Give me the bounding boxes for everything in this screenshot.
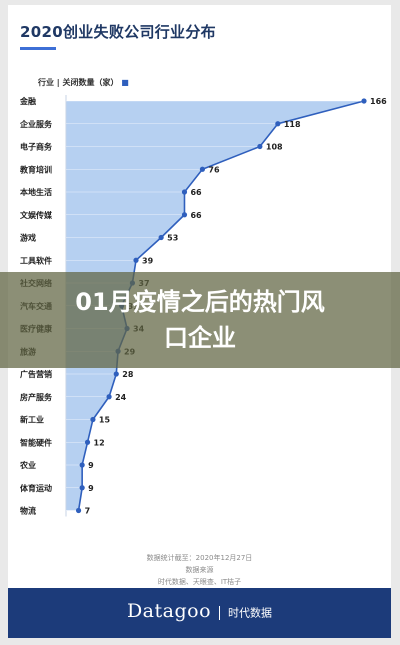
data-point <box>84 439 91 445</box>
category-label: 智能硬件 <box>20 437 52 447</box>
data-label: 166 <box>370 97 387 106</box>
data-point <box>257 143 263 150</box>
legend-marker: ■ <box>121 78 129 87</box>
area-fill <box>66 101 364 511</box>
data-point <box>90 416 96 423</box>
category-label: 新工业 <box>20 415 44 425</box>
data-label: 15 <box>99 416 111 425</box>
chart-title: 2020创业失败公司行业分布 <box>20 23 216 41</box>
source-providers: 时代数据、天眼查、IT桔子 <box>157 578 242 586</box>
source-date: 数据统计截至：2020年12月27日 <box>146 554 253 562</box>
data-label: 108 <box>266 143 283 152</box>
data-point <box>79 485 85 491</box>
brand-cn: 时代数据 <box>228 606 273 620</box>
data-point <box>113 371 119 377</box>
category-label: 工具软件 <box>20 255 52 265</box>
data-label: 53 <box>167 234 178 243</box>
category-label: 广告营销 <box>20 369 52 379</box>
data-label: 66 <box>190 211 202 220</box>
data-point <box>181 212 188 218</box>
data-label: 9 <box>88 461 94 470</box>
footer-banner: Datagoo 时代数据 <box>8 588 391 638</box>
data-point <box>79 462 85 468</box>
data-label: 118 <box>284 120 301 129</box>
legend-label: 行业 | 关闭数量（家） ■ <box>37 77 129 87</box>
data-label: 24 <box>115 393 127 402</box>
brand-separator <box>219 605 221 620</box>
headline-line-1: 01月疫情之后的热门风 <box>75 288 325 316</box>
data-point <box>199 166 206 172</box>
data-point <box>275 121 281 127</box>
data-point <box>181 189 188 195</box>
headline-line-2: 口企业 <box>164 324 236 352</box>
brand-name: Datagoo <box>126 600 212 622</box>
source-label: 数据来源 <box>185 566 214 574</box>
data-point <box>106 394 112 400</box>
brand-logo: Datagoo 时代数据 <box>8 600 391 622</box>
data-point <box>133 257 139 263</box>
category-label: 教育培训 <box>19 164 52 174</box>
data-label: 7 <box>85 507 91 516</box>
data-label: 9 <box>88 484 94 493</box>
category-label: 物流 <box>20 506 36 516</box>
category-label: 企业服务 <box>19 119 53 129</box>
data-label: 28 <box>122 370 134 379</box>
data-label: 76 <box>208 165 220 174</box>
category-label: 本地生活 <box>19 187 52 197</box>
title-underline <box>20 47 56 50</box>
data-label: 66 <box>190 188 202 197</box>
data-point <box>361 98 367 104</box>
category-label: 文娱传媒 <box>20 210 53 220</box>
headline-overlay: 01月疫情之后的热门风 口企业 <box>0 272 400 368</box>
category-label: 体育运动 <box>20 483 52 493</box>
category-label: 金融 <box>19 96 36 106</box>
data-point <box>75 507 82 514</box>
category-label: 农业 <box>19 460 36 470</box>
data-label: 12 <box>94 438 105 447</box>
category-label: 电子商务 <box>20 142 53 152</box>
data-point <box>158 234 164 241</box>
data-label: 39 <box>142 256 154 265</box>
category-label: 游戏 <box>20 233 36 243</box>
category-label: 房产服务 <box>20 392 53 402</box>
